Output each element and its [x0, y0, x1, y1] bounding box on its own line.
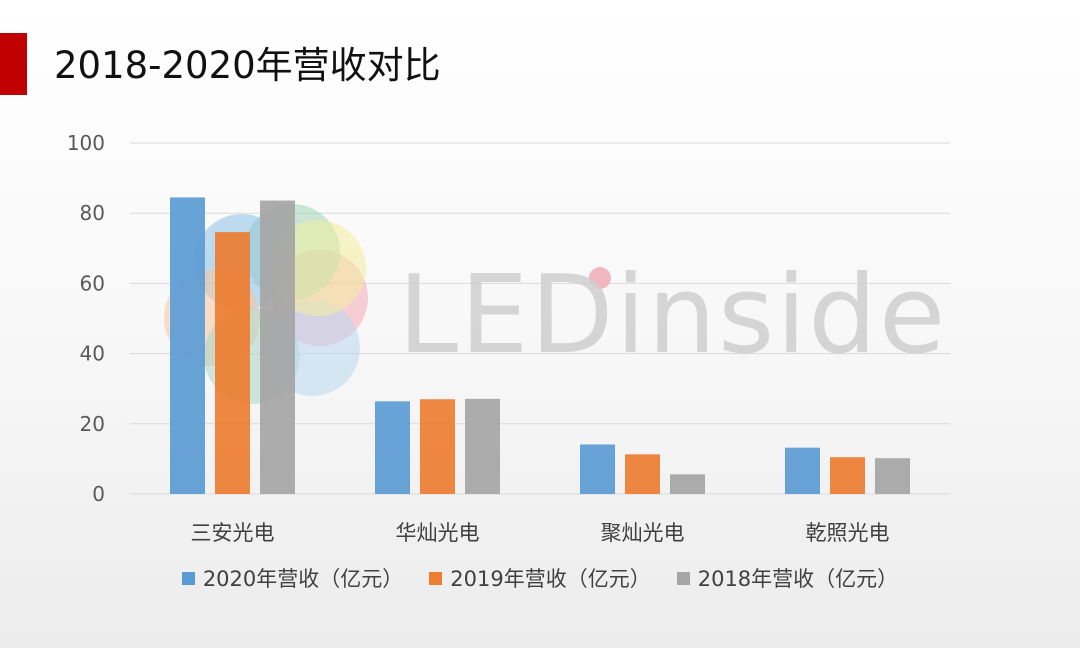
- y-tick-label: 80: [80, 201, 105, 225]
- legend-item-2018: 2018年营收（亿元）: [676, 563, 899, 593]
- x-tick-label: 三安光电: [191, 521, 275, 545]
- bar: [260, 200, 295, 494]
- watermark-dot: [589, 267, 611, 289]
- bar: [875, 458, 910, 494]
- bar: [170, 197, 205, 494]
- x-tick-label: 聚灿光电: [601, 521, 685, 545]
- legend-item-2019: 2019年营收（亿元）: [429, 563, 651, 593]
- y-tick-label: 100: [67, 131, 105, 155]
- y-tick-label: 0: [92, 482, 105, 506]
- bar: [215, 232, 250, 495]
- bar: [420, 399, 455, 494]
- legend-label-2020: 2020年营收（亿元）: [202, 567, 404, 591]
- watermark-text: LEDinside: [398, 253, 947, 378]
- bar: [785, 447, 820, 494]
- bar: [830, 457, 865, 494]
- legend-swatch-2019: [429, 571, 443, 585]
- legend-label-2019: 2019年营收（亿元）: [450, 567, 651, 591]
- chart-legend: 2020年营收（亿元） 2019年营收（亿元） 2018年营收（亿元）: [0, 562, 1080, 594]
- title-accent-bar: [0, 33, 27, 95]
- y-tick-label: 40: [80, 342, 105, 366]
- x-tick-label: 华灿光电: [396, 521, 480, 545]
- x-tick-label: 乾照光电: [806, 521, 890, 545]
- y-tick-label: 60: [80, 271, 105, 295]
- legend-swatch-2018: [676, 571, 690, 585]
- bar-chart: 0 20 40 60 80 100 LEDinside 三安光电 华灿光电 聚灿光电 乾照光电: [67, 131, 950, 545]
- legend-swatch-2020: [181, 571, 195, 585]
- page-title: 2018-2020年营收对比: [54, 44, 441, 87]
- bar: [375, 401, 410, 494]
- bar: [625, 454, 660, 494]
- legend-item-2020: 2020年营收（亿元）: [181, 563, 404, 593]
- bar: [465, 398, 500, 494]
- y-tick-label: 20: [80, 412, 105, 436]
- bar: [580, 444, 615, 494]
- bar: [670, 474, 705, 494]
- legend-label-2018: 2018年营收（亿元）: [697, 567, 899, 591]
